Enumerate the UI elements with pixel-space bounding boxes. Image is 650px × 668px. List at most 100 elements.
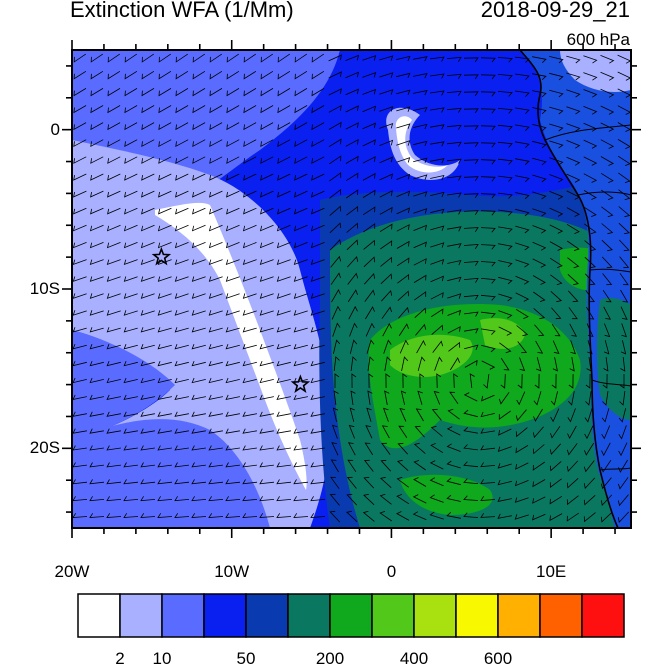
wind-barb: [107, 105, 121, 114]
wind-barb: [446, 512, 461, 519]
wind-barb: [365, 322, 375, 337]
colorbar-label: 50: [236, 649, 256, 668]
wind-barb: [311, 173, 325, 181]
wind-barb: [311, 53, 325, 63]
wind-barb: [345, 105, 359, 113]
wind-barb: [90, 53, 104, 63]
wind-barb: [602, 273, 613, 286]
wind-barb: [311, 122, 325, 131]
wind-barb: [72, 242, 87, 249]
wind-barb: [498, 175, 513, 182]
wind-barb: [379, 511, 393, 522]
wind-barb: [192, 53, 206, 63]
wind-barb: [430, 73, 445, 79]
wind-barb: [293, 224, 308, 232]
wind-barb: [345, 155, 359, 164]
wind-barb: [72, 259, 87, 266]
wind-barb: [276, 428, 291, 434]
colorbar-box: [497, 593, 541, 638]
wind-barb: [449, 357, 460, 371]
wind-barb: [464, 328, 479, 334]
wind-barb: [447, 209, 462, 215]
wind-barb: [73, 139, 87, 148]
wind-barb: [226, 207, 240, 215]
wind-barb: [363, 239, 376, 250]
wind-barb: [396, 106, 411, 112]
wind-barb: [515, 462, 529, 470]
wind-barb: [174, 428, 189, 434]
wind-barb: [277, 173, 291, 181]
wind-barb: [72, 377, 87, 384]
wind-barb: [89, 259, 104, 266]
wind-barb: [208, 479, 224, 485]
wind-barb: [379, 106, 394, 112]
wind-barb: [106, 259, 121, 266]
wind-barb: [310, 327, 325, 333]
wind-barb: [330, 459, 339, 473]
wind-barb: [430, 141, 445, 147]
wind-barb: [380, 256, 393, 267]
wind-barb: [106, 242, 121, 249]
wind-barb: [242, 360, 257, 367]
wind-barb: [617, 155, 631, 166]
wind-barb: [600, 105, 615, 115]
wind-barb: [349, 339, 358, 354]
wind-barb: [383, 339, 392, 354]
wind-barb: [602, 391, 609, 406]
colorbar-box: [371, 593, 415, 638]
wind-barb: [430, 242, 445, 248]
wind-barb: [398, 306, 410, 319]
wind-barb: [174, 411, 189, 417]
wind-barb: [429, 460, 444, 470]
wind-barb: [243, 190, 257, 198]
wind-barb: [158, 53, 172, 63]
wind-barb: [448, 341, 461, 352]
wind-barb: [73, 173, 87, 181]
wind-barb: [463, 227, 479, 233]
wind-barb: [601, 256, 613, 269]
wind-barb: [140, 343, 155, 350]
wind-barb: [174, 462, 189, 468]
wind-barb: [243, 173, 257, 181]
wind-barb: [140, 293, 155, 299]
region-southwest-medium: [72, 330, 175, 440]
wind-barb: [446, 158, 462, 164]
wind-barb: [446, 477, 461, 486]
wind-barb: [600, 55, 615, 64]
wind-barb: [90, 173, 104, 181]
wind-barb: [515, 208, 530, 217]
wind-barb: [348, 305, 358, 320]
wind-barb: [141, 156, 155, 164]
wind-barb: [123, 360, 138, 367]
wind-barb: [191, 479, 207, 485]
wind-barb: [191, 310, 206, 316]
wind-barb: [259, 276, 274, 282]
wind-barb: [107, 173, 121, 181]
wind-barb: [310, 224, 325, 232]
wind-barb: [380, 459, 391, 472]
wind-barb: [600, 172, 614, 183]
wind-barb: [174, 327, 189, 333]
wind-barb: [89, 360, 104, 367]
wind-barb: [480, 311, 496, 318]
wind-barb: [401, 356, 409, 371]
wind-barb: [549, 157, 564, 166]
wind-barb: [463, 392, 478, 402]
wind-barb: [396, 55, 411, 62]
wind-barb: [480, 462, 496, 468]
wind-barb: [381, 425, 390, 439]
wind-barb: [549, 461, 562, 472]
wind-barb: [140, 496, 156, 502]
wind-barb: [158, 122, 172, 131]
wind-barb: [362, 55, 377, 61]
wind-barb: [124, 173, 138, 181]
wind-barb: [123, 224, 138, 232]
wind-barb: [243, 139, 257, 148]
lat-tick-label: 0: [50, 119, 60, 139]
wind-barb: [141, 139, 155, 148]
wind-barb: [124, 105, 138, 114]
wind-barb: [514, 514, 529, 520]
wind-barb: [498, 192, 513, 199]
wind-barb: [175, 190, 189, 198]
wind-barb: [293, 496, 309, 502]
